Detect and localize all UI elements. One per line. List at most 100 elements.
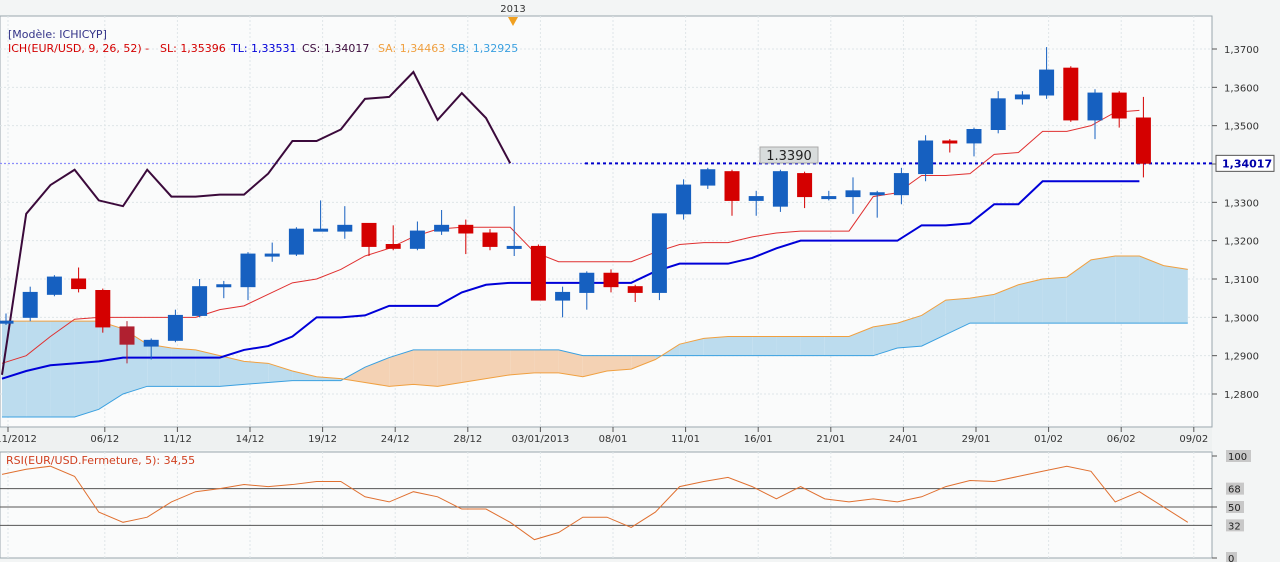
kumo-segment	[510, 349, 535, 375]
candle-body	[95, 290, 111, 328]
legend-sl: SL: 1,35396	[160, 42, 226, 55]
candle-body	[0, 320, 14, 324]
y-tick-label: 1,3700	[1224, 45, 1259, 56]
x-tick-label: 24/12	[381, 434, 410, 445]
candle-body	[579, 272, 595, 293]
price-tag-label: 1.3390	[766, 149, 812, 164]
x-tick-label: 16/01	[744, 434, 773, 445]
candle-body	[385, 244, 401, 249]
kumo-segment	[970, 294, 995, 324]
x-tick-label: 08/01	[599, 434, 628, 445]
candle-body	[603, 272, 619, 288]
candle-body	[22, 291, 38, 318]
candle-body	[530, 245, 546, 301]
y-tick-label: 1,3600	[1224, 83, 1259, 94]
y-tick-label: 1,3000	[1224, 313, 1259, 324]
rsi-level-bg	[1226, 519, 1244, 532]
candle-body	[192, 286, 208, 316]
kumo-segment	[123, 328, 148, 394]
kumo-segment	[413, 349, 438, 387]
x-tick-label: 09/02	[1179, 434, 1208, 445]
rsi-y-tick-label: 100	[1228, 452, 1247, 463]
x-tick-label: 30/11/2012	[0, 434, 37, 445]
candle-body	[942, 140, 958, 144]
candle-body	[313, 228, 329, 232]
kumo-segment	[534, 349, 559, 373]
candle-body	[216, 284, 232, 288]
x-axis: 30/11/2012 06/12 11/12 14/12 19/12 24/12 28/12…	[0, 16, 1208, 558]
kumo-segment	[147, 344, 172, 387]
legend: [Modèle: ICHICYP]ICH(EUR/USD, 9, 26, 52)…	[8, 28, 518, 55]
candle-body	[143, 339, 159, 347]
kumo-segment	[1115, 256, 1140, 324]
candle-body	[361, 222, 377, 247]
kumo-segment	[1018, 279, 1043, 324]
candle-body	[627, 286, 643, 293]
candle-body	[772, 171, 788, 207]
y-tick-label: 1,2800	[1224, 390, 1259, 401]
rsi-y-tick-label: 0	[1228, 554, 1234, 562]
x-tick-label: 24/01	[889, 434, 918, 445]
rsi-title: RSI(EUR/USD.Fermeture, 5): 34,55	[6, 454, 195, 467]
candle-body	[46, 276, 62, 295]
rsi-tick-bg	[1226, 450, 1251, 462]
candle-body	[797, 173, 813, 198]
kumo-segment	[582, 355, 607, 377]
candle-body	[506, 245, 522, 249]
candle-body	[1111, 92, 1127, 119]
x-tick-label: 29/01	[962, 434, 991, 445]
candle-body	[482, 232, 498, 247]
candle-body	[893, 173, 909, 196]
kumo-segment	[1042, 277, 1067, 324]
candle-body	[845, 190, 861, 198]
y-tick-label: 1,3200	[1224, 237, 1259, 248]
x-tick-label: 11/01	[671, 434, 700, 445]
candle-body	[434, 224, 450, 232]
price-tag-box	[759, 146, 819, 164]
kumo-segment	[50, 321, 75, 417]
legend-ich: ICH(EUR/USD, 9, 26, 52) -	[8, 42, 149, 55]
kumo-segment	[631, 355, 656, 370]
price-tag: 1.3390	[759, 146, 819, 164]
candle-body	[990, 98, 1006, 131]
senkou-span-b-line	[2, 322, 1188, 418]
candle-body	[240, 253, 256, 288]
kumo-segment	[849, 326, 874, 356]
legend-sa: SA: 1,34463	[378, 42, 445, 55]
kumo-segment	[703, 336, 728, 356]
candle-body	[288, 228, 304, 255]
y-tick-label: 1,3500	[1224, 122, 1259, 133]
kumo-segment	[1139, 256, 1164, 324]
candle-body	[821, 196, 837, 200]
candles	[0, 47, 1151, 364]
kumo-segment	[752, 336, 777, 356]
kumo-segment	[486, 349, 511, 379]
candle-body	[1087, 92, 1103, 121]
y-tick-label: 1,2900	[1224, 352, 1259, 363]
kumo-segment	[389, 349, 414, 387]
candle-body	[700, 169, 716, 186]
candle-body	[1014, 94, 1030, 100]
kumo-segment	[873, 323, 898, 356]
kumo-segment	[1163, 265, 1188, 324]
candle-body	[869, 192, 885, 196]
kumo-segment	[728, 336, 753, 356]
kumo-cloud	[2, 256, 1188, 417]
current-price-marker: 1,34017	[1215, 154, 1275, 172]
rsi-tick-bg	[1226, 501, 1244, 513]
candle-body	[918, 140, 934, 175]
x-tick-label: 03/01/2013	[512, 434, 570, 445]
candle-body	[264, 253, 280, 257]
model-label: [Modèle: ICHICYP]	[8, 28, 107, 41]
kumo-segment	[171, 348, 196, 387]
kumo-segment	[607, 355, 632, 371]
x-tick-label: 21/01	[816, 434, 845, 445]
candle-body	[966, 129, 982, 144]
current-price-label: 1,34017	[1222, 157, 1272, 170]
candle-body	[167, 314, 183, 341]
kumo-segment	[244, 361, 269, 385]
candle-body	[676, 184, 692, 215]
x-tick-label: 01/02	[1034, 434, 1063, 445]
x-tick-label: 19/12	[308, 434, 337, 445]
